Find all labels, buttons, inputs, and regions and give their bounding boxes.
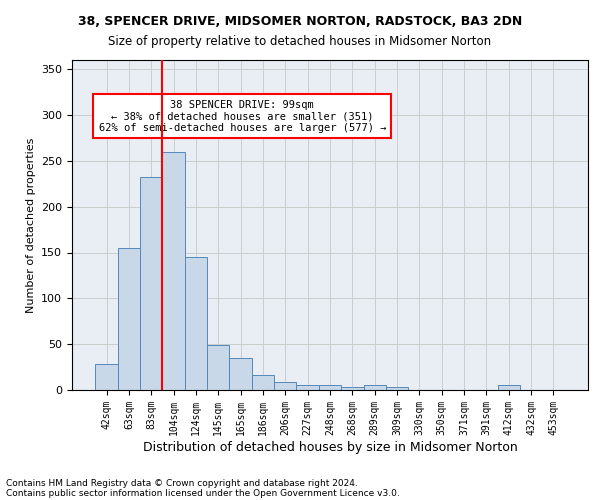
Text: Contains HM Land Registry data © Crown copyright and database right 2024.: Contains HM Land Registry data © Crown c…	[6, 478, 358, 488]
Bar	[229, 358, 252, 390]
Bar	[274, 382, 296, 390]
Bar	[95, 364, 118, 390]
Bar	[140, 178, 163, 390]
Bar	[497, 386, 520, 390]
Text: 38, SPENCER DRIVE, MIDSOMER NORTON, RADSTOCK, BA3 2DN: 38, SPENCER DRIVE, MIDSOMER NORTON, RADS…	[78, 15, 522, 28]
X-axis label: Distribution of detached houses by size in Midsomer Norton: Distribution of detached houses by size …	[143, 440, 517, 454]
Bar	[118, 248, 140, 390]
Text: Contains public sector information licensed under the Open Government Licence v3: Contains public sector information licen…	[6, 488, 400, 498]
Bar	[364, 386, 386, 390]
Bar	[319, 386, 341, 390]
Y-axis label: Number of detached properties: Number of detached properties	[26, 138, 35, 312]
Bar	[185, 257, 207, 390]
Bar	[296, 384, 319, 390]
Bar	[207, 345, 229, 390]
Text: 38 SPENCER DRIVE: 99sqm
← 38% of detached houses are smaller (351)
62% of semi-d: 38 SPENCER DRIVE: 99sqm ← 38% of detache…	[98, 100, 386, 133]
Bar	[163, 152, 185, 390]
Bar	[386, 387, 408, 390]
Bar	[341, 387, 364, 390]
Text: Size of property relative to detached houses in Midsomer Norton: Size of property relative to detached ho…	[109, 35, 491, 48]
Bar	[252, 376, 274, 390]
